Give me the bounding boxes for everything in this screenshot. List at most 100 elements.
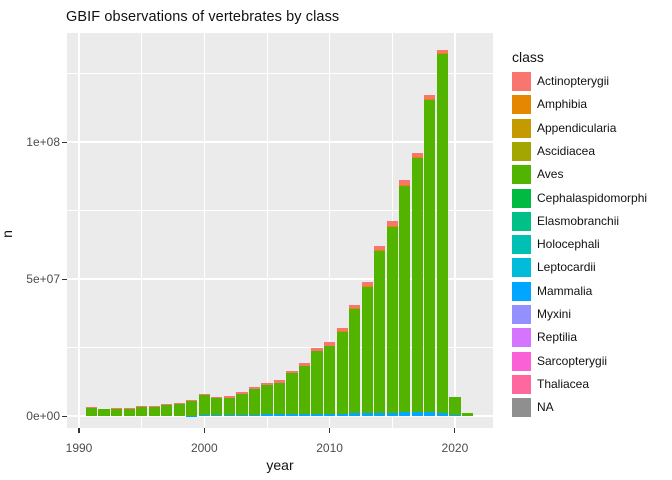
bar-segment-mammalia — [399, 412, 411, 416]
bar-segment-aves — [361, 286, 373, 414]
x-minor-gridline — [141, 33, 143, 428]
bar-segment-amphibia — [411, 157, 423, 159]
x-tick-label: 2010 — [316, 441, 343, 455]
bar-segment-aves — [211, 398, 223, 415]
chart-title: GBIF observations of vertebrates by clas… — [66, 9, 340, 25]
bar-1992 — [98, 408, 110, 416]
x-tick-label: 2020 — [441, 441, 469, 455]
bar-segment-mammalia — [323, 414, 336, 416]
bar-1997 — [161, 404, 173, 416]
bar-segment-aves — [110, 408, 123, 416]
bar-segment-amphibia — [436, 52, 448, 54]
bar-segment-actinopterygii — [349, 304, 361, 309]
bar-2007 — [286, 370, 298, 416]
bar-segment-actinopterygii — [336, 327, 348, 331]
legend-label-mammalia: Mammalia — [537, 283, 593, 298]
y-major-gridline — [67, 278, 493, 280]
bar-segment-amphibia — [424, 99, 436, 101]
bar-segment-aves — [411, 158, 423, 413]
x-major-gridline — [78, 33, 80, 428]
bar-segment-actinopterygii — [148, 405, 160, 407]
x-major-gridline — [203, 33, 206, 428]
bar-segment-aves — [136, 407, 148, 416]
bar-segment-mammalia — [336, 413, 348, 416]
x-tick-mark — [329, 428, 331, 433]
bar-segment-aves — [186, 401, 198, 416]
bar-segment-aves — [85, 407, 98, 416]
bar-segment-aves — [374, 251, 386, 413]
legend-key-aves — [512, 165, 531, 185]
bar-2006 — [273, 380, 286, 416]
bar-1991 — [85, 406, 98, 416]
bar-1994 — [123, 407, 135, 416]
bar-segment-actinopterygii — [236, 392, 248, 395]
x-tick-mark — [454, 428, 456, 433]
bar-segment-mammalia — [386, 412, 398, 416]
bar-segment-actinopterygii — [286, 370, 298, 373]
bar-segment-aves — [248, 389, 261, 415]
x-tick-label: 1990 — [65, 441, 93, 455]
legend-key-leptocardii — [512, 258, 531, 278]
y-minor-gridline — [67, 210, 493, 212]
x-tick-mark — [78, 428, 80, 433]
legend-key-na — [512, 398, 531, 418]
bar-segment-actinopterygii — [311, 347, 323, 351]
bar-segment-mammalia — [411, 412, 423, 416]
legend-label-actinopterygii: Actinopterygii — [537, 74, 610, 88]
bar-segment-amphibia — [399, 184, 411, 186]
bar-segment-actinopterygii — [298, 363, 311, 367]
legend-label-appendicularia: Appendicularia — [537, 120, 617, 135]
bar-segment-actinopterygii — [110, 407, 123, 409]
bar-segment-aves — [236, 394, 248, 415]
legend-key-cephalaspidomorphi — [512, 188, 531, 208]
bar-segment-actinopterygii — [361, 282, 373, 287]
y-minor-gridline — [67, 73, 493, 75]
bar-segment-actinopterygii — [399, 180, 411, 185]
y-tick-label: 1e+08 — [26, 135, 60, 150]
bar-segment-aves — [449, 397, 461, 416]
bar-segment-actinopterygii — [85, 406, 98, 408]
bar-segment-aves — [198, 395, 210, 415]
legend-label-leptocardii: Leptocardii — [537, 260, 596, 275]
bar-2010 — [323, 342, 336, 416]
bar-segment-mammalia — [223, 414, 235, 416]
bar-segment-aves — [261, 385, 273, 415]
bar-segment-actinopterygii — [248, 386, 261, 390]
bar-segment-aves — [386, 226, 398, 413]
bar-segment-actinopterygii — [449, 396, 461, 398]
legend-key-holocephali — [512, 235, 531, 255]
bar-segment-mammalia — [211, 414, 223, 416]
legend-label-elasmobranchii: Elasmobranchii — [537, 213, 620, 228]
y-tick-mark — [62, 415, 67, 417]
y-tick-label: 0e+00 — [26, 409, 60, 423]
bar-2001 — [211, 396, 223, 416]
bar-segment-mammalia — [286, 414, 298, 416]
bar-1993 — [110, 407, 123, 416]
bar-segment-aves — [461, 413, 474, 416]
bar-segment-amphibia — [336, 330, 348, 332]
y-major-gridline — [67, 415, 493, 417]
bar-2008 — [298, 363, 311, 416]
bar-segment-actinopterygii — [436, 49, 448, 53]
bar-1995 — [136, 406, 148, 416]
legend-key-thaliacea — [512, 374, 531, 394]
legend-label-sarcopterygii: Sarcopterygii — [537, 353, 608, 368]
bar-2017 — [411, 153, 423, 416]
bar-segment-aves — [98, 409, 110, 416]
legend-label-thaliacea: Thaliacea — [537, 376, 590, 391]
bar-segment-aves — [273, 382, 286, 415]
bar-segment-actinopterygii — [123, 407, 135, 409]
x-major-gridline — [328, 33, 331, 428]
bar-segment-mammalia — [261, 414, 273, 416]
y-major-gridline — [67, 141, 493, 143]
y-minor-gridline — [67, 347, 493, 348]
bar-segment-mammalia — [273, 414, 286, 416]
bar-segment-mammalia — [298, 414, 311, 416]
bar-segment-actinopterygii — [173, 402, 185, 405]
bar-2000 — [198, 393, 210, 416]
bar-segment-mammalia — [248, 414, 261, 416]
bar-segment-aves — [286, 372, 298, 415]
bar-segment-mammalia — [198, 414, 210, 416]
bar-segment-actinopterygii — [211, 396, 223, 399]
